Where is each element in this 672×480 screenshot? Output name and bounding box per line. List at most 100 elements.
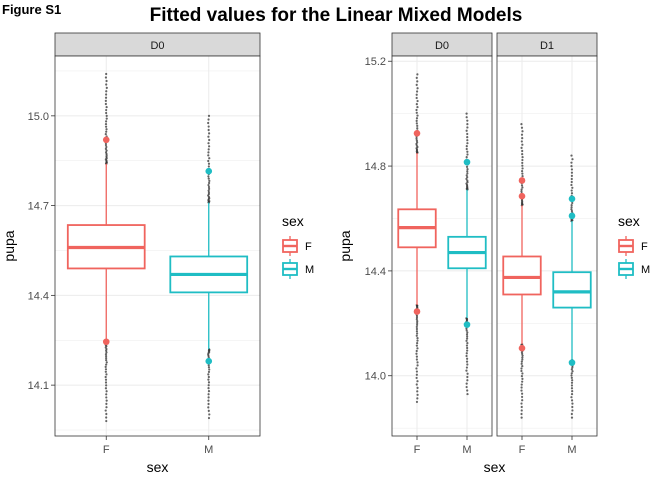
outlier-point [105,399,108,402]
outlier-point [104,368,108,371]
outlier-point [571,379,574,382]
outlier-point [415,358,418,361]
outlier-point [520,190,523,193]
outlier-point [570,396,573,399]
outlier-point [415,318,418,321]
outlier-point [104,133,107,136]
outlier-point [521,164,524,167]
outlier-point [416,319,419,323]
outlier-point [571,158,574,161]
outlier-point [415,370,418,373]
outlier-point [570,368,573,371]
outlier-point [415,137,418,140]
legend-label: M [641,264,650,276]
outlier-point [466,363,469,366]
figure-label: Figure S1 [2,2,61,17]
box-m [447,112,487,396]
outlier-point [105,130,108,133]
outlier-point [416,390,419,393]
marked-point [568,212,576,220]
outlier-point [105,419,108,423]
outlier-point [105,361,108,364]
outlier-point [571,405,574,409]
outlier-point [570,171,574,174]
x-axis-title: sex [147,459,169,475]
panel-d1: D1 F M [496,32,598,456]
y-axis-title: pupa [337,230,353,261]
outlier-point [466,346,469,350]
box-f [66,72,146,423]
marked-point [205,167,213,175]
outlier-point [520,146,523,149]
outlier-point [415,119,418,122]
outlier-point [104,370,107,373]
outlier-point [105,373,108,376]
outlier-point [105,351,108,354]
y-tick-label: 14.8 [365,161,386,173]
marked-point [518,192,526,200]
outlier-point [521,130,524,133]
outlier-point [208,157,211,160]
outlier-point [105,105,108,109]
outlier-point [415,314,419,318]
outlier-point [520,123,523,126]
outlier-point [104,381,108,384]
outlier-point [570,168,574,171]
outlier-point [104,102,107,106]
outlier-point [520,360,523,363]
outlier-point [105,128,108,131]
outlier-point [520,383,523,386]
figure-title: Fitted values for the Linear Mixed Model… [150,5,523,26]
outlier-point [415,376,418,380]
x-tick-label: M [462,444,471,456]
outlier-point [105,390,108,393]
y-tick-label: 14.1 [28,380,49,392]
box-f [397,73,437,404]
outlier-point [207,373,210,376]
outlier-point [520,133,524,136]
outlier-point [570,412,573,416]
outlier-point [466,392,469,396]
outlier-point [207,406,210,409]
outlier-point [466,335,469,338]
outlier-point [104,143,108,147]
outlier-point [415,367,418,370]
outlier-point [466,150,469,153]
outlier-point [466,179,469,182]
outlier-point [416,124,419,127]
outlier-point [521,392,524,395]
outlier-point [466,135,469,139]
facet-strip-label: D0 [435,40,449,52]
outlier-point [570,192,574,195]
outlier-point [416,332,419,335]
outlier-point [416,73,419,76]
marked-point [518,344,526,352]
legend-key-m [618,259,634,279]
outlier-point [207,151,210,154]
outlier-point [208,179,211,182]
outlier-point [415,142,418,146]
outlier-point [208,145,211,148]
outlier-point [571,402,574,405]
outlier-point [521,380,524,383]
outlier-point [415,383,418,386]
x-tick-label: M [204,444,213,456]
outlier-point [207,162,211,165]
outlier-point [570,399,574,402]
outlier-point [465,382,468,385]
outlier-point [207,387,210,390]
outlier-point [415,139,418,142]
outlier-point [466,331,469,334]
box-iqr [502,255,542,296]
outlier-point [415,108,418,112]
y-tick-label: 15.0 [28,111,49,123]
outlier-point [416,80,419,83]
outlier-point [521,399,524,402]
outlier-point [520,395,524,399]
outlier-point [571,409,574,412]
outlier-point [465,360,469,363]
outlier-point [207,375,210,379]
